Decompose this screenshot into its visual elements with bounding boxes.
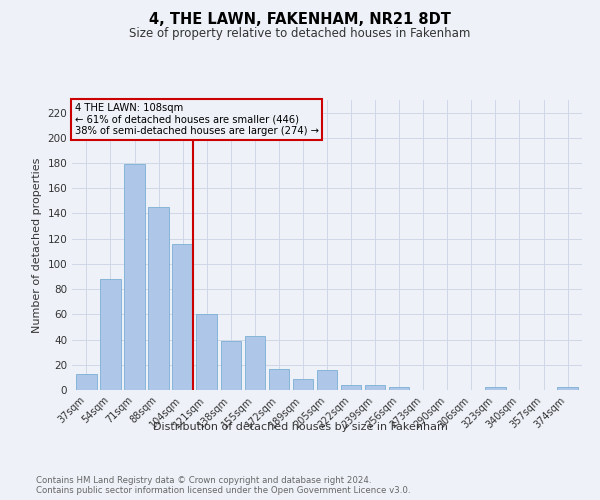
Bar (557, 388, 578, 390)
Bar (76, 374, 97, 390)
Text: 4 THE LAWN: 108sqm
← 61% of detached houses are smaller (446)
38% of semi-detach: 4 THE LAWN: 108sqm ← 61% of detached hou… (74, 103, 319, 136)
Text: Contains HM Land Registry data © Crown copyright and database right 2024.
Contai: Contains HM Land Registry data © Crown c… (36, 476, 410, 495)
Bar (485, 388, 506, 390)
Bar (389, 388, 409, 390)
Bar (269, 368, 289, 390)
Bar (245, 336, 265, 390)
Bar (196, 314, 217, 390)
Bar (317, 370, 337, 390)
Bar (341, 385, 361, 390)
Bar (365, 385, 385, 390)
Bar (293, 378, 313, 390)
Text: Distribution of detached houses by size in Fakenham: Distribution of detached houses by size … (152, 422, 448, 432)
Text: Size of property relative to detached houses in Fakenham: Size of property relative to detached ho… (130, 28, 470, 40)
Bar (148, 207, 169, 390)
Bar (221, 341, 241, 390)
Text: 4, THE LAWN, FAKENHAM, NR21 8DT: 4, THE LAWN, FAKENHAM, NR21 8DT (149, 12, 451, 28)
Bar (124, 164, 145, 390)
Bar (100, 279, 121, 390)
Bar (172, 244, 193, 390)
Y-axis label: Number of detached properties: Number of detached properties (32, 158, 42, 332)
